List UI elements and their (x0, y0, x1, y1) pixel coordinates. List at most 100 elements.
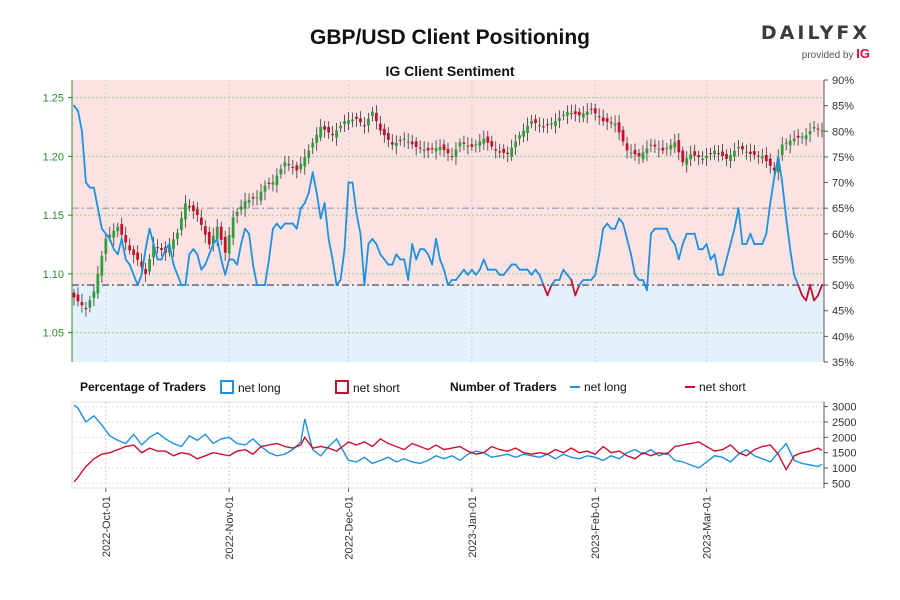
candle-body (745, 151, 748, 153)
net-long-pct-segment (395, 253, 402, 261)
net-long-pct-segment (765, 202, 772, 235)
candle-body (215, 226, 219, 239)
brand-logo: DAILYFX provided by IG (755, 22, 870, 61)
pct-tick-label: 60% (832, 229, 854, 241)
net-long-pct-segment (427, 253, 433, 266)
net-long-pct-segment (77, 109, 83, 133)
candle-body (816, 128, 820, 130)
candle-body (88, 300, 92, 308)
candle-body (748, 151, 752, 155)
candle-body (299, 163, 303, 170)
candle-body (319, 127, 323, 138)
candle-body (267, 182, 271, 184)
candle-body (661, 147, 665, 151)
net-long-pct-segment (526, 268, 533, 276)
candle-body (701, 158, 705, 161)
net-long-pct-segment (295, 207, 302, 230)
pct-tick-label: 65% (832, 203, 854, 215)
candle-body (709, 153, 712, 155)
candle-body (112, 230, 116, 238)
net-long-pct-segment (443, 268, 449, 286)
net-long-pct-segment (124, 258, 131, 266)
candle-body (637, 153, 641, 157)
candle-body (343, 121, 346, 125)
net-long-pct-segment (236, 243, 243, 266)
candle-body (382, 128, 386, 136)
net-long-pct-segment (474, 268, 481, 276)
candle-body (450, 156, 454, 158)
net-long-pct-segment (470, 268, 477, 276)
candle-body (569, 112, 573, 115)
candle-body (717, 153, 720, 155)
pct-tick-label: 85% (832, 101, 854, 113)
net-long-pct-segment (315, 191, 322, 220)
net-long-pct-segment (160, 248, 167, 261)
net-long-pct-segment (725, 243, 732, 261)
candle-body (96, 273, 100, 294)
candle-body (199, 217, 203, 225)
short-zone-background (72, 80, 824, 286)
net-long-pct-segment (252, 263, 258, 286)
candle-body (279, 168, 283, 175)
candle-body (351, 119, 354, 122)
net-long-pct-segment (423, 248, 430, 256)
candle-body (617, 122, 621, 133)
candle-body (649, 144, 653, 146)
candle-body (295, 165, 299, 171)
net-long-pct-segment (745, 232, 752, 245)
candle-body (315, 134, 319, 143)
net-long-pct-segment (244, 227, 250, 235)
candle-body (530, 121, 533, 124)
net-long-pct-segment (773, 156, 780, 179)
candle-body (804, 135, 808, 140)
net-long-pct-segment (104, 232, 111, 240)
candle-body (510, 147, 514, 157)
net-long-pct-segment (538, 273, 545, 286)
candle-body (184, 203, 187, 220)
candle-body (426, 147, 430, 151)
net-long-pct-segment (216, 238, 223, 261)
candle-body (438, 146, 442, 150)
net-long-pct-segment (502, 268, 509, 276)
net-long-pct-segment (805, 284, 811, 302)
candle-body (339, 125, 342, 129)
candle-body (180, 218, 183, 230)
candle-body (609, 122, 613, 124)
candle-body (359, 118, 362, 123)
candle-body (725, 153, 728, 159)
candle-body (733, 150, 736, 157)
pct-tick-label: 90% (832, 75, 854, 87)
net-long-pct-segment (455, 273, 461, 281)
candle-body (466, 145, 470, 147)
candle-body (148, 259, 151, 272)
candle-body (211, 235, 215, 244)
candle-body (223, 236, 227, 253)
net-long-pct-segment (220, 258, 227, 276)
net-long-pct-segment (737, 207, 744, 245)
candle-body (685, 158, 689, 165)
candle-body (542, 126, 545, 128)
net-long-pct-segment (279, 222, 286, 230)
net-long-pct-segment (327, 238, 334, 261)
price-tick-label: 1.10 (43, 269, 64, 281)
price-tick-label: 1.15 (43, 210, 64, 222)
net-long-pct-segment (459, 268, 465, 276)
candle-body (422, 149, 426, 151)
traders-net-short-line (73, 435, 823, 483)
candle-body (172, 239, 175, 249)
net-long-pct-segment (128, 263, 135, 276)
candle-body (514, 141, 518, 148)
net-long-pct-segment (777, 156, 784, 184)
candle-body (283, 162, 287, 167)
candle-body (92, 291, 96, 298)
candle-body (80, 302, 84, 306)
candle-body (291, 166, 295, 168)
candle-body (152, 244, 155, 258)
candle-body (681, 150, 685, 163)
candle-body (788, 140, 792, 146)
legend-pct-heading: Percentage of Traders (80, 380, 207, 394)
net-long-pct-segment (622, 222, 628, 240)
candle-body (677, 140, 681, 153)
price-tick-label: 1.25 (43, 93, 64, 105)
traders-tick-label: 500 (832, 478, 850, 490)
